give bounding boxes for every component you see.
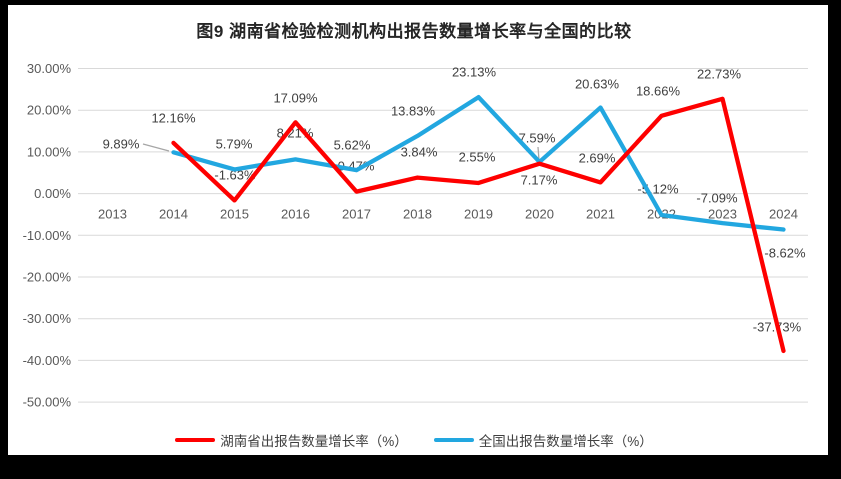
legend-line-swatch-red bbox=[175, 437, 216, 443]
chart-title: 图9 湖南省检验检测机构出报告数量增长率与全国的比较 bbox=[196, 22, 632, 41]
data-label: 12.16% bbox=[151, 111, 196, 126]
legend-line-swatch-blue bbox=[433, 437, 474, 443]
data-label: 17.09% bbox=[273, 91, 318, 106]
x-axis-tick-label: 2017 bbox=[342, 207, 371, 222]
data-label: 2.69% bbox=[579, 151, 616, 166]
data-label: 5.79% bbox=[216, 137, 253, 152]
data-label: 9.89% bbox=[103, 137, 140, 152]
data-label: 22.73% bbox=[697, 67, 742, 82]
data-label: 23.13% bbox=[452, 65, 497, 80]
x-axis-tick-label: 2013 bbox=[98, 207, 127, 222]
chart-canvas bbox=[8, 5, 828, 455]
y-axis-tick-label: -10.00% bbox=[23, 228, 72, 243]
data-label: 5.62% bbox=[334, 138, 371, 153]
data-label: -7.09% bbox=[696, 191, 738, 206]
data-label: 3.84% bbox=[401, 145, 438, 160]
series-line-national bbox=[171, 94, 786, 232]
x-axis-tick-label: 2014 bbox=[159, 207, 188, 222]
x-axis-tick-label: 2016 bbox=[281, 207, 310, 222]
data-label: 7.59% bbox=[519, 131, 556, 146]
y-axis-tick-label: 10.00% bbox=[27, 144, 72, 159]
y-axis-tick-label: 20.00% bbox=[27, 103, 72, 118]
label-leader-line bbox=[537, 146, 540, 161]
data-label: -8.62% bbox=[764, 246, 806, 261]
legend-label-hunan: 湖南省出报告数量增长率（%） bbox=[220, 434, 408, 449]
data-label: 2.55% bbox=[459, 150, 496, 165]
legend-label-national: 全国出报告数量增长率（%） bbox=[478, 434, 653, 449]
x-axis-tick-label: 2015 bbox=[220, 207, 249, 222]
legend-item-hunan: 湖南省出报告数量增长率（%） bbox=[175, 430, 408, 450]
y-axis-tick-label: -20.00% bbox=[23, 270, 72, 285]
x-axis-tick-label: 2018 bbox=[403, 207, 432, 222]
x-axis-tick-label: 2024 bbox=[769, 207, 798, 222]
data-label: 7.17% bbox=[521, 173, 558, 188]
data-label: -1.63% bbox=[214, 168, 256, 183]
data-label: 18.66% bbox=[636, 84, 681, 99]
x-axis-tick-label: 2019 bbox=[464, 207, 493, 222]
y-axis-tick-label: -30.00% bbox=[23, 311, 72, 326]
y-axis-tick-label: -50.00% bbox=[23, 395, 72, 410]
x-axis-tick-label: 2021 bbox=[586, 207, 615, 222]
label-leader-line bbox=[142, 143, 170, 152]
series-line-hunan bbox=[171, 96, 786, 354]
data-label: 13.83% bbox=[391, 104, 436, 119]
data-label: 20.63% bbox=[575, 77, 620, 92]
legend-item-national: 全国出报告数量增长率（%） bbox=[433, 430, 653, 450]
y-axis-tick-label: -40.00% bbox=[23, 353, 72, 368]
chart-legend: 湖南省出报告数量增长率（%） 全国出报告数量增长率（%） bbox=[0, 430, 828, 450]
x-axis-tick-label: 2023 bbox=[708, 207, 737, 222]
x-axis-tick-label: 2020 bbox=[525, 207, 554, 222]
y-axis-tick-label: 0.00% bbox=[34, 186, 71, 201]
y-axis-tick-label: 30.00% bbox=[27, 61, 72, 76]
